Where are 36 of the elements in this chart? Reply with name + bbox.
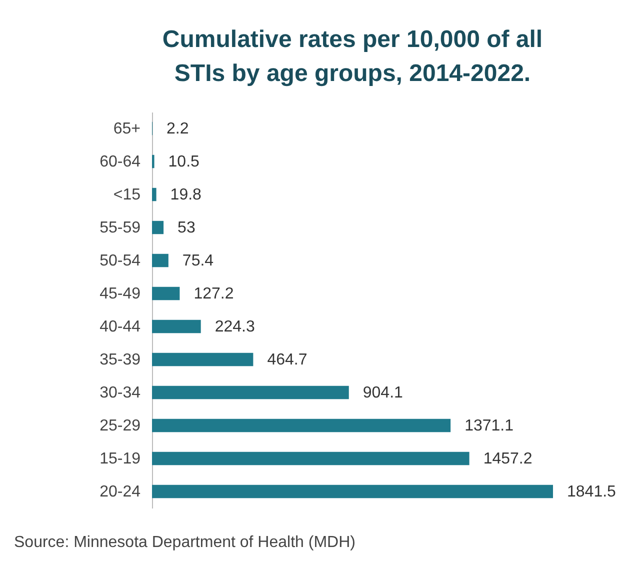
bar [152,452,470,466]
data-label: 1371.1 [464,418,514,434]
y-tick-label: 25-29 [100,418,141,434]
bar [152,484,553,498]
data-label: 224.3 [214,318,255,336]
y-tick-label: 35-39 [100,352,141,368]
data-label: 10.5 [168,154,200,170]
data-label: 464.7 [267,352,308,368]
y-tick-label: 30-34 [100,384,141,402]
y-tick-label: 50-54 [100,252,141,270]
source-note: Source: Minnesota Department of Health (MDH) [14,534,356,552]
bar [152,254,168,268]
y-tick-label: 60-64 [100,154,141,170]
bar [152,418,451,432]
data-label: 127.2 [194,286,234,302]
bar [152,188,156,202]
data-label: 904.1 [362,384,404,402]
bar [152,220,164,234]
y-tick-label: <15 [113,186,141,204]
y-tick-label: 45-49 [100,286,141,302]
y-tick-label: 40-44 [100,318,141,336]
data-label: 75.4 [182,252,214,270]
y-tick-label: 20-24 [100,484,141,500]
data-label: 1457.2 [483,450,532,468]
bar [152,320,201,334]
data-label: 2.2 [166,120,189,138]
y-tick-label: 15-19 [100,450,141,468]
data-label: 53 [178,220,196,236]
y-tick-label: 65+ [113,120,140,138]
chart-title: Cumulative rates per 10,000 of all STIs by age groups, 2014-2022. [162,26,543,87]
data-label: 19.8 [170,186,202,204]
bar [152,386,349,400]
data-label: 1841.5 [567,484,616,500]
bar [152,352,254,366]
bar [152,286,180,300]
y-tick-label: 55-59 [100,220,141,236]
